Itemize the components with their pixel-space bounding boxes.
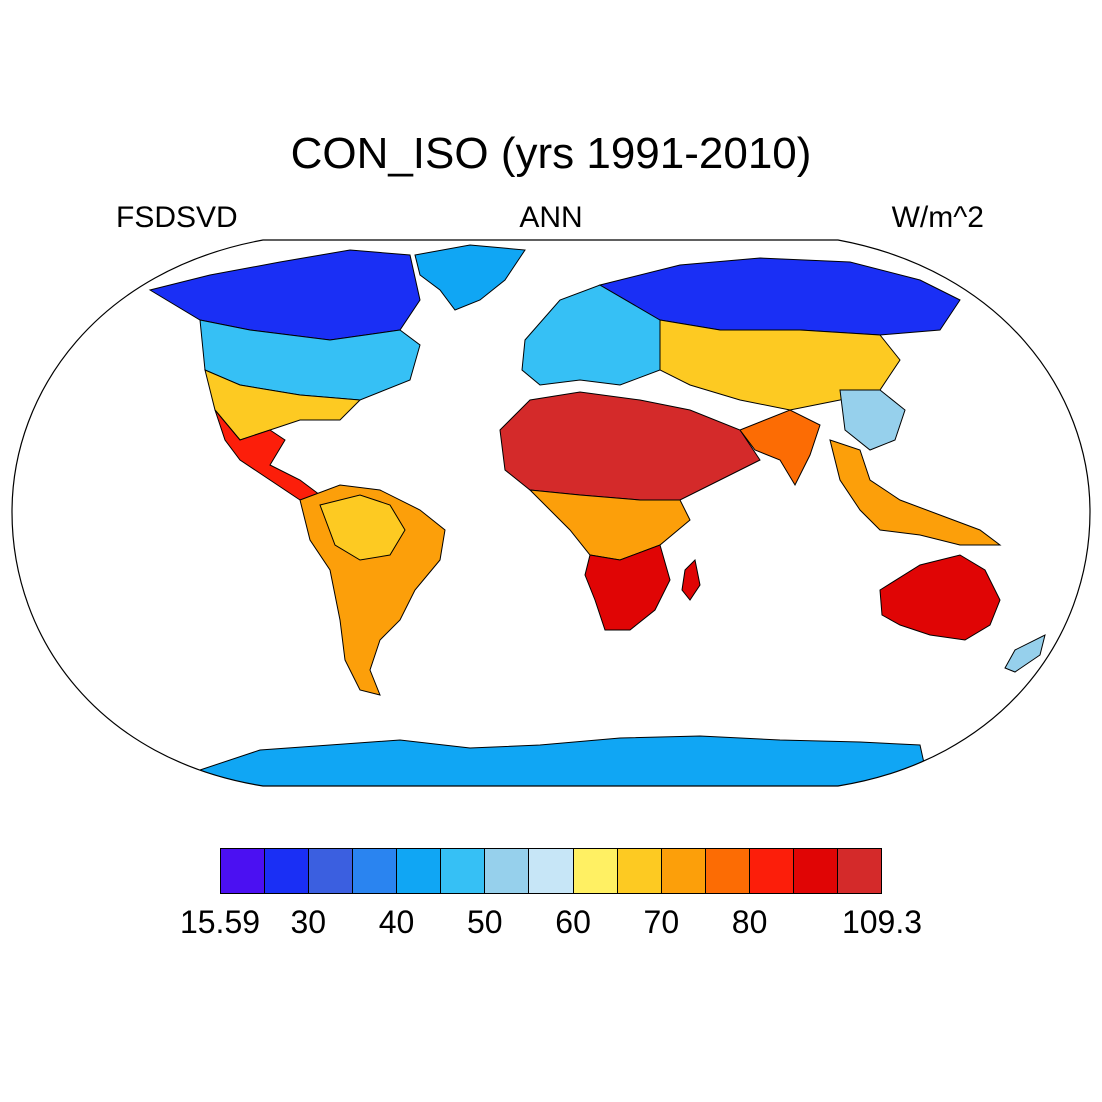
colorbar — [220, 848, 882, 894]
colorbar-swatch — [485, 849, 530, 893]
colorbar-swatch — [265, 849, 310, 893]
greenland — [414, 244, 526, 311]
colorbar-tick-label: 109.3 — [841, 904, 923, 940]
colorbar-swatch — [529, 849, 574, 893]
colorbar-swatch — [793, 849, 838, 893]
colorbar-tick-label: 50 — [467, 904, 503, 940]
southeast-asia — [829, 439, 1002, 546]
colorbar-tick-label: 80 — [731, 904, 768, 940]
colorbar-swatch — [837, 849, 881, 893]
australia — [879, 554, 1001, 641]
colorbar-swatch — [661, 849, 706, 893]
colorbar-swatch — [353, 849, 398, 893]
variable-label: FSDSVD — [116, 201, 238, 234]
units-label: W/m^2 — [891, 201, 984, 234]
colorbar-swatch — [221, 849, 266, 893]
colorbar-tick-label: 70 — [643, 904, 680, 940]
colorbar-tick-label: 40 — [378, 904, 415, 940]
africa-sahara — [499, 391, 761, 501]
antarctica — [178, 735, 931, 786]
new-zealand — [1004, 634, 1046, 673]
colorbar-swatch — [397, 849, 442, 893]
mexico — [214, 409, 322, 501]
colorbar-swatch — [749, 849, 794, 893]
colorbar-swatch — [309, 849, 354, 893]
africa-south — [584, 544, 671, 631]
china — [839, 389, 906, 451]
map-outline — [11, 239, 1091, 787]
colorbar-swatch — [617, 849, 662, 893]
africa-central — [528, 489, 691, 561]
amazon — [319, 494, 406, 561]
colorbar-tick-label: 15.59 — [179, 904, 261, 940]
season-label: ANN — [519, 201, 583, 234]
colorbar-swatch — [705, 849, 750, 893]
colorbar-tick-label: 30 — [290, 904, 327, 940]
colorbar-tick-label: 60 — [555, 904, 591, 940]
india — [739, 409, 821, 487]
madagascar — [681, 558, 701, 601]
colorbar-swatch — [441, 849, 486, 893]
map-title: CON_ISO (yrs 1991-2010) — [290, 129, 812, 178]
colorbar-swatch — [573, 849, 618, 893]
map-land — [148, 244, 1046, 786]
north-america-arctic — [148, 249, 421, 341]
